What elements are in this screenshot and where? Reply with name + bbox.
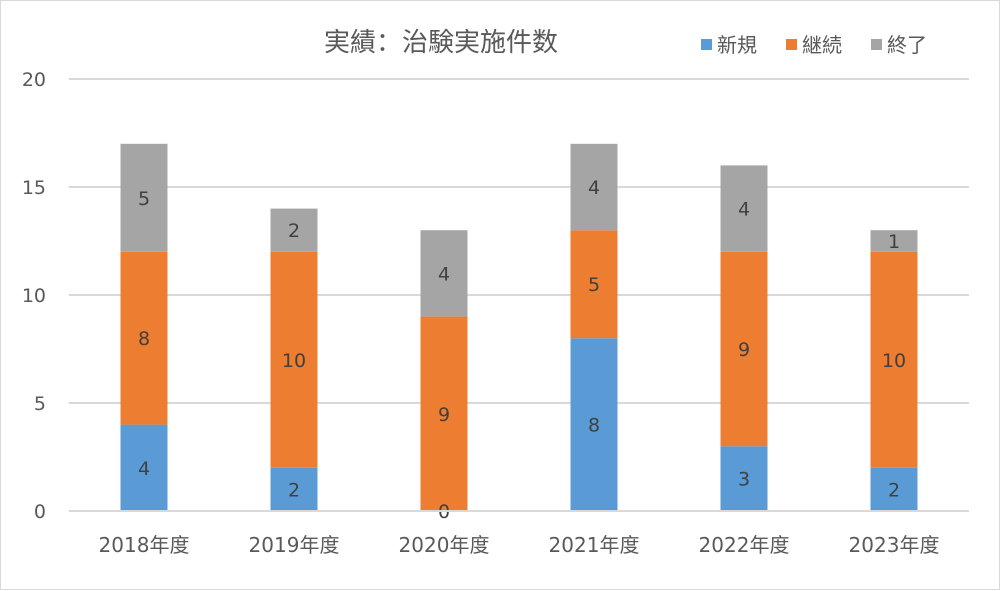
legend: 新規 継続 終了	[701, 33, 927, 57]
x-tick-label: 2023年度	[849, 533, 940, 557]
data-label: 4	[438, 263, 450, 285]
bar-segment	[120, 424, 168, 511]
data-label: 9	[738, 339, 750, 361]
bar-segment	[720, 251, 768, 447]
data-label: 4	[588, 177, 600, 199]
x-tick-label: 2022年度	[699, 533, 790, 557]
bar-segment	[870, 467, 918, 511]
x-tick-label: 2018年度	[99, 533, 190, 557]
data-label: 4	[138, 458, 150, 480]
gridlines	[69, 78, 969, 512]
data-label: 4	[738, 199, 750, 221]
bar-segment	[270, 251, 318, 468]
legend-swatch	[701, 39, 712, 50]
bar-segment	[420, 230, 468, 317]
bar-segment	[570, 143, 618, 231]
data-label: 5	[588, 274, 600, 296]
x-tick-label: 2021年度	[549, 533, 640, 557]
data-labels: 48521020948543942101	[138, 177, 906, 523]
data-label: 10	[282, 350, 306, 372]
data-label: 8	[588, 415, 600, 437]
bar-segment	[120, 143, 168, 252]
data-label: 10	[882, 350, 906, 372]
bar-segment	[270, 208, 318, 252]
bar-segment	[720, 165, 768, 252]
y-tick-label: 15	[22, 177, 46, 199]
bar-segment	[720, 446, 768, 511]
data-label: 3	[738, 469, 750, 491]
bar-segment	[270, 467, 318, 511]
data-label: 2	[288, 479, 300, 501]
y-axis: 0 5 10 15 20	[22, 69, 46, 523]
data-label: 1	[888, 231, 900, 253]
chart-title: 実績：治験実施件数	[324, 28, 558, 58]
bars	[120, 143, 918, 511]
bar-segment	[870, 251, 918, 468]
data-label: 9	[438, 404, 450, 426]
bar-segment	[120, 251, 168, 425]
y-tick-label: 0	[34, 501, 46, 523]
bar-segment	[570, 338, 618, 511]
x-axis: 2018年度 2019年度 2020年度 2021年度 2022年度 2023年度	[69, 510, 969, 557]
y-tick-label: 10	[22, 285, 46, 307]
x-tick-label: 2020年度	[399, 533, 490, 557]
bar-segment	[570, 230, 618, 339]
data-label: 2	[288, 220, 300, 242]
legend-label: 終了	[887, 33, 927, 57]
x-tick-label: 2019年度	[249, 533, 340, 557]
data-label: 2	[888, 479, 900, 501]
bar-segment	[420, 316, 468, 511]
bar-segment	[870, 230, 918, 252]
data-label: 8	[138, 328, 150, 350]
y-tick-label: 20	[22, 69, 46, 91]
y-tick-label: 5	[34, 393, 46, 415]
data-label: 5	[138, 188, 150, 210]
legend-label: 新規	[717, 33, 757, 57]
legend-swatch	[871, 39, 882, 50]
legend-swatch	[786, 39, 797, 50]
legend-label: 継続	[802, 33, 842, 57]
